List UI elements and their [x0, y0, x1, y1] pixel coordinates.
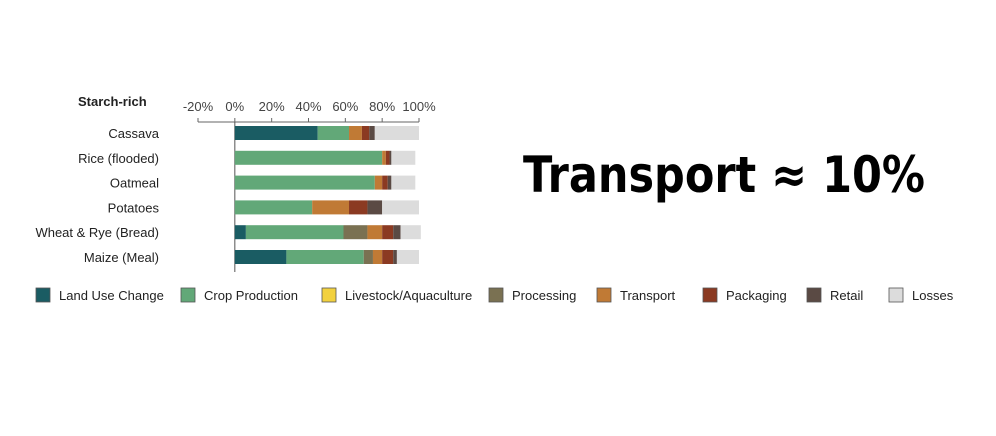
category-label: Cassava [108, 126, 159, 141]
legend-label: Retail [830, 288, 863, 303]
x-tick-label: 20% [259, 99, 285, 114]
legend-swatch [888, 287, 904, 303]
legend-label: Transport [620, 288, 676, 303]
bar-segment [374, 175, 383, 190]
bar-segment [234, 150, 383, 165]
x-tick-label: 100% [402, 99, 436, 114]
category-labels: Cassava Rice (flooded) Oatmeal Potatoes Whea… [35, 126, 159, 265]
bar-segment [389, 150, 392, 165]
category-label: Maize (Meal) [84, 250, 159, 265]
bar-segment [387, 175, 392, 190]
x-tick-label: 0% [225, 99, 244, 114]
bar-segment [393, 250, 397, 264]
bar-segment [312, 200, 350, 215]
x-tick-label: -20% [183, 99, 214, 114]
legend-swatch [35, 287, 51, 303]
bar-segment [382, 225, 394, 240]
bar-segment [385, 150, 390, 165]
bar-segment [286, 250, 364, 264]
category-label: Oatmeal [110, 176, 159, 191]
category-label: Wheat & Rye (Bread) [35, 225, 159, 240]
legend: Land Use Change Crop Production Livestock/… [35, 287, 954, 303]
bar-segment [391, 150, 416, 165]
legend-swatch [488, 287, 504, 303]
bar-segment [396, 250, 419, 264]
x-tick-label: 60% [332, 99, 358, 114]
bar-segment [349, 126, 362, 140]
bar-segment [374, 126, 419, 140]
bar-segment [234, 250, 287, 264]
headline: Transport ≈ 10% [523, 146, 926, 204]
bar-segment [369, 126, 375, 140]
x-tick-label: 80% [369, 99, 395, 114]
bar-segment [382, 250, 394, 264]
bar-segment [367, 225, 383, 240]
bar-segment [367, 200, 383, 215]
bar-segment [361, 126, 370, 140]
bar-segment [372, 250, 383, 264]
legend-label: Losses [912, 288, 954, 303]
legend-swatch [806, 287, 822, 303]
legend-swatch [596, 287, 612, 303]
legend-swatch [180, 287, 196, 303]
bar-segment [382, 175, 388, 190]
x-axis: -20% 0% 20% 40% 60% 80% 100% [183, 99, 436, 272]
bar-segment [234, 126, 318, 140]
bar-segment [234, 225, 246, 240]
bar-segment [234, 200, 313, 215]
legend-label: Crop Production [204, 288, 298, 303]
bar-segment [393, 225, 401, 240]
chart-title: Starch-rich [78, 94, 147, 109]
bar-segment [382, 150, 386, 165]
legend-label: Processing [512, 288, 576, 303]
category-label: Potatoes [108, 200, 160, 215]
bar-segment [234, 175, 375, 190]
legend-label: Livestock/Aquaculture [345, 288, 472, 303]
bar-segment [382, 200, 419, 215]
legend-label: Packaging [726, 288, 787, 303]
bar-segment [245, 225, 344, 240]
bar-segment [363, 250, 373, 264]
bars [234, 126, 421, 264]
category-label: Rice (flooded) [78, 151, 159, 166]
bar-segment [317, 126, 350, 140]
bar-segment [400, 225, 421, 240]
legend-swatch [321, 287, 337, 303]
legend-swatch [702, 287, 718, 303]
x-tick-label: 40% [295, 99, 321, 114]
legend-label: Land Use Change [59, 288, 164, 303]
bar-segment [343, 225, 368, 240]
bar-segment [349, 200, 368, 215]
bar-segment [391, 175, 416, 190]
